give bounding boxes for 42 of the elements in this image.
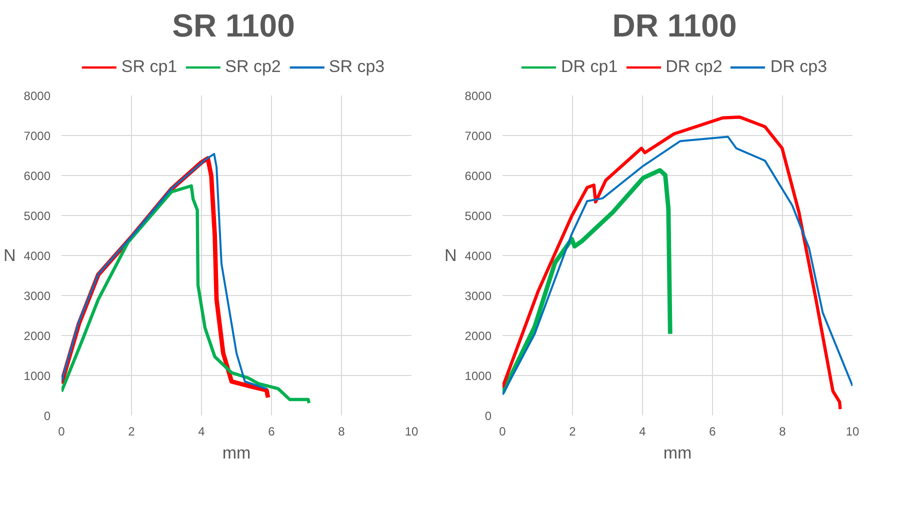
y-tick-label: 7000 — [24, 129, 51, 143]
x-tick-label: 8 — [779, 424, 786, 438]
legend-label: SR cp2 — [225, 56, 281, 76]
legend-label: SR cp1 — [121, 56, 178, 76]
y-axis-title: N — [4, 246, 16, 265]
y-tick-label: 1000 — [464, 369, 492, 383]
y-axis-title: N — [444, 246, 457, 265]
y-tick-label: 1000 — [24, 369, 51, 383]
x-tick-label: 8 — [338, 424, 346, 438]
y-tick-label: 6000 — [24, 169, 51, 183]
x-tick-label: 6 — [709, 424, 716, 438]
legend-label: DR cp2 — [666, 56, 722, 76]
x-tick-label: 2 — [128, 424, 136, 438]
x-tick-label: 2 — [569, 424, 576, 438]
legend-label: SR cp3 — [328, 56, 385, 76]
x-tick-label: 4 — [198, 424, 206, 438]
y-tick-label: 4000 — [24, 249, 51, 263]
legend-label: DR cp3 — [770, 56, 828, 76]
y-tick-label: 3000 — [24, 289, 51, 303]
x-tick-label: 10 — [404, 424, 418, 438]
legend-label: DR cp1 — [560, 56, 618, 76]
y-tick-label: 0 — [44, 409, 51, 423]
x-axis-title: mm — [222, 444, 251, 462]
y-tick-label: 5000 — [464, 209, 492, 223]
y-tick-label: 0 — [484, 409, 492, 423]
y-tick-label: 4000 — [464, 249, 492, 263]
x-tick-label: 0 — [58, 424, 66, 438]
y-tick-label: 8000 — [464, 89, 492, 103]
y-tick-label: 2000 — [464, 329, 492, 343]
x-axis-title: mm — [663, 444, 692, 462]
y-tick-label: 2000 — [24, 329, 51, 343]
y-tick-label: 6000 — [464, 169, 492, 183]
x-tick-label: 0 — [499, 424, 506, 438]
y-tick-label: 5000 — [24, 209, 51, 223]
y-tick-label: 3000 — [464, 289, 492, 303]
x-tick-label: 6 — [268, 424, 276, 438]
x-tick-label: 4 — [639, 424, 646, 438]
chart-title: DR 1100 — [612, 8, 737, 44]
y-tick-label: 8000 — [24, 89, 51, 103]
x-tick-label: 10 — [846, 424, 860, 438]
chart-title: SR 1100 — [172, 8, 295, 44]
y-tick-label: 7000 — [464, 129, 492, 143]
